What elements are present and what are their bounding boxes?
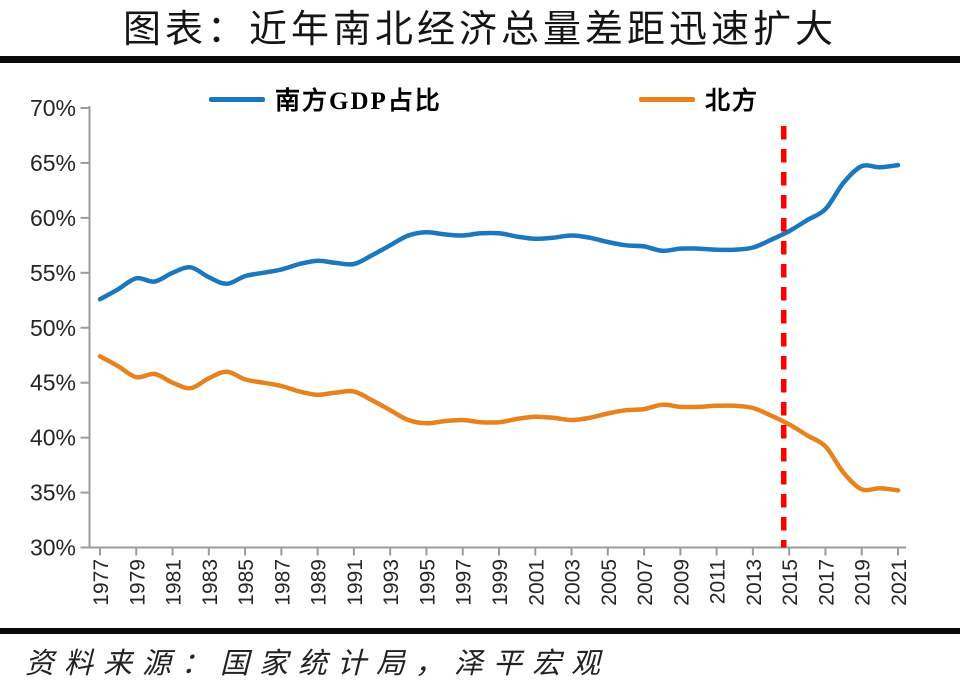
x-tick-label: 2015	[779, 559, 802, 606]
x-tick-label: 2017	[815, 559, 838, 606]
title-divider	[0, 56, 960, 63]
x-tick-label: 2013	[743, 559, 766, 606]
x-tick-label: 1989	[308, 559, 331, 606]
y-tick-label: 40%	[30, 425, 76, 451]
y-tick-label: 30%	[30, 535, 76, 561]
footer-divider	[0, 628, 960, 634]
x-tick-label: 2019	[852, 559, 875, 606]
x-tick-label: 1995	[416, 559, 439, 606]
x-tick-label: 2011	[707, 559, 730, 604]
x-tick-label: 1993	[380, 559, 403, 606]
y-tick-label: 50%	[30, 315, 76, 341]
x-tick-label: 2001	[525, 559, 548, 606]
x-tick-label: 1983	[199, 559, 222, 606]
legend-label-south: 南方GDP占比	[275, 88, 442, 115]
y-tick-label: 65%	[30, 150, 76, 176]
x-tick-label: 2021	[888, 559, 911, 606]
y-tick-label: 45%	[30, 370, 76, 396]
y-tick-label: 60%	[30, 205, 76, 231]
source-note: 资料来源：国家统计局，泽平宏观	[25, 648, 611, 680]
series-line-north	[97, 354, 901, 493]
legend-label-north: 北方	[705, 88, 760, 115]
x-tick-label: 1977	[90, 559, 113, 606]
x-tick-label: 2007	[634, 559, 657, 606]
y-tick-label: 55%	[30, 260, 76, 286]
legend-item-south: 南方GDP占比	[209, 85, 442, 115]
legend-swatch-north-icon	[639, 96, 695, 102]
x-tick-label: 2005	[598, 559, 621, 606]
chart-title: 图表：近年南北经济总量差距迅速扩大	[122, 9, 837, 51]
x-tick-label: 2003	[562, 559, 585, 606]
x-tick-label: 1985	[235, 559, 258, 606]
x-tick-label: 1991	[344, 559, 367, 606]
x-tick-label: 1981	[163, 559, 186, 606]
series-line-south	[97, 162, 901, 302]
x-tick-label: 1999	[489, 559, 512, 606]
legend-swatch-south-icon	[209, 96, 265, 102]
x-tick-label: 2009	[670, 559, 693, 606]
y-tick-label: 35%	[30, 480, 76, 506]
y-tick-label: 70%	[30, 95, 76, 121]
x-tick-label: 1987	[271, 559, 294, 606]
legend-item-north: 北方	[639, 85, 759, 115]
x-tick-label: 1979	[126, 559, 149, 606]
x-tick-label: 1997	[453, 559, 476, 606]
